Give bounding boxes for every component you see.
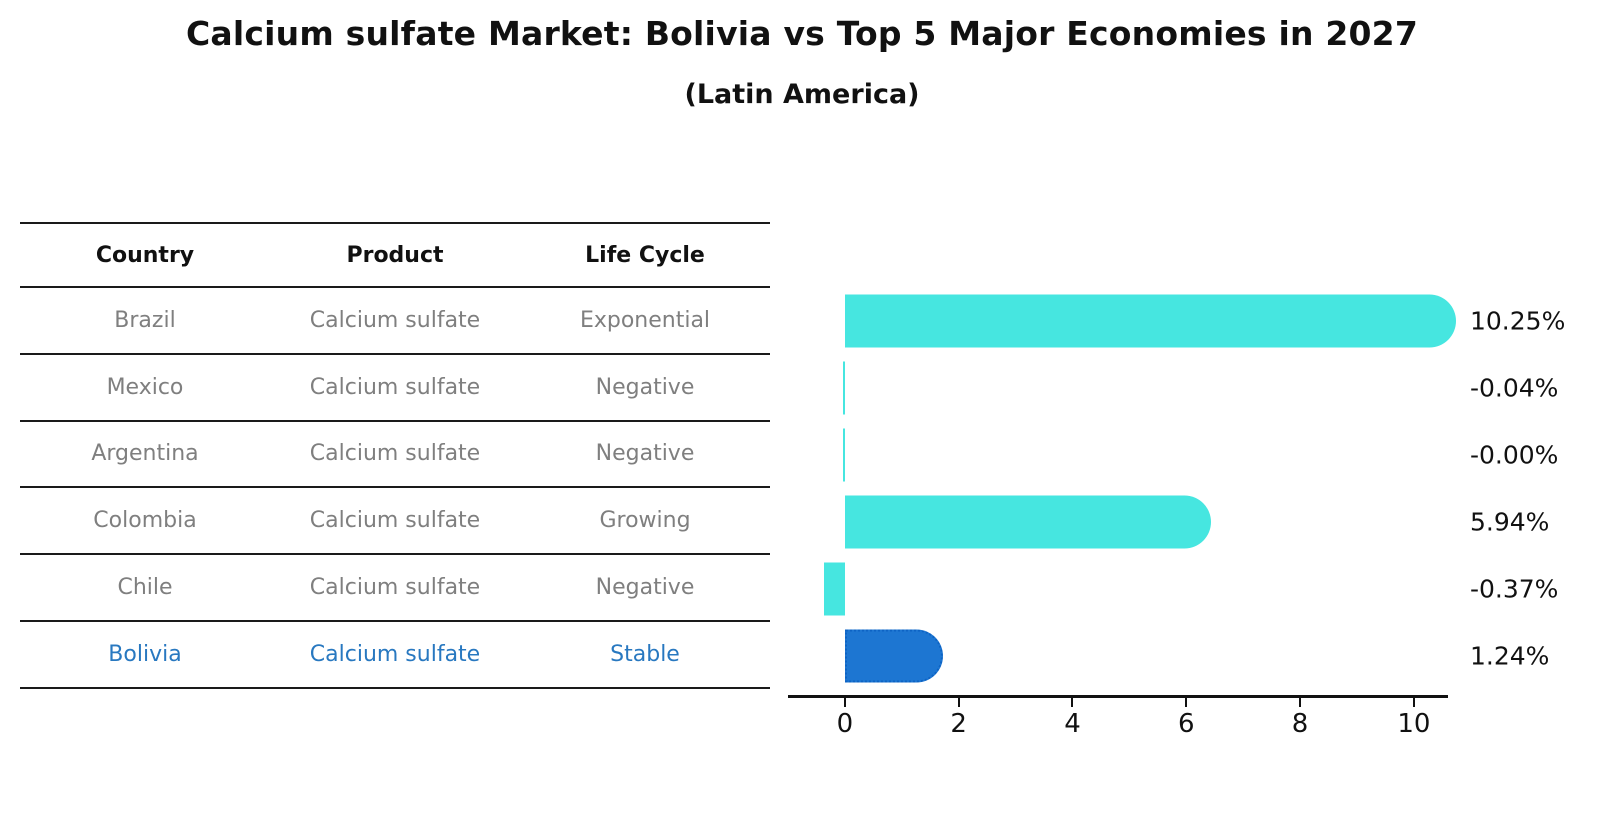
bar-row-chile: -0.37% bbox=[788, 555, 1558, 622]
cell-life_cycle: Negative bbox=[595, 575, 695, 601]
chart-subtitle: (Latin America) bbox=[684, 79, 920, 110]
bar-argentina bbox=[843, 428, 845, 482]
table-body: Brazil Calcium sulfate Exponential Mexico Ca… bbox=[20, 288, 770, 689]
cell-country: Colombia bbox=[93, 508, 197, 534]
bar-row-argentina: -0.00% bbox=[788, 422, 1558, 489]
bar-row-brazil: 10.25% bbox=[788, 288, 1565, 355]
cell-life_cycle: Growing bbox=[599, 508, 691, 534]
x-tick bbox=[843, 698, 846, 707]
table-header-row: Country Product Life Cycle bbox=[20, 222, 770, 288]
cell-product: Calcium sulfate bbox=[309, 508, 481, 534]
bar-mexico bbox=[842, 361, 845, 415]
x-tick-label: 10 bbox=[1397, 709, 1431, 739]
bar-chart: 10.25% -0.04% -0.00% 5.94% -0.37% 1.24% 0 2 4 6 8… bbox=[788, 288, 1565, 739]
country-table: Country Product Life Cycle Brazil Calcium s… bbox=[20, 222, 770, 689]
table-row-colombia: Colombia Calcium sulfate Growing bbox=[20, 488, 770, 556]
x-tick bbox=[1299, 698, 1302, 707]
cell-country: Argentina bbox=[91, 441, 199, 467]
bar-row-colombia: 5.94% bbox=[788, 488, 1549, 555]
cell-country: Chile bbox=[117, 575, 173, 601]
column-header-product: Product bbox=[346, 242, 444, 268]
column-header-life-cycle: Life Cycle bbox=[585, 242, 705, 268]
bar-brazil bbox=[844, 294, 1457, 348]
cell-product: Calcium sulfate bbox=[309, 575, 481, 601]
column-header-country: Country bbox=[95, 242, 195, 268]
x-tick-label: 4 bbox=[1064, 709, 1081, 739]
x-tick-label: 0 bbox=[836, 709, 854, 739]
cell-life_cycle: Stable bbox=[610, 641, 680, 667]
value-label: -0.00% bbox=[1470, 440, 1559, 470]
cell-product: Calcium sulfate bbox=[309, 441, 481, 467]
x-tick-label: 6 bbox=[1177, 709, 1195, 739]
cell-country: Mexico bbox=[106, 374, 184, 400]
x-axis-line bbox=[788, 695, 1448, 698]
cell-product: Calcium sulfate bbox=[309, 641, 481, 667]
x-tick bbox=[1185, 698, 1188, 707]
table-row-chile: Chile Calcium sulfate Negative bbox=[20, 555, 770, 622]
table-row-argentina: Argentina Calcium sulfate Negative bbox=[20, 422, 770, 489]
table-row-brazil: Brazil Calcium sulfate Exponential bbox=[20, 288, 770, 355]
cell-life_cycle: Negative bbox=[595, 374, 695, 400]
chart-title: Calcium sulfate Market: Bolivia vs Top 5… bbox=[185, 14, 1418, 53]
value-label: 1.24% bbox=[1470, 641, 1550, 671]
cell-country: Bolivia bbox=[108, 641, 182, 667]
x-tick bbox=[1412, 698, 1415, 707]
table-row-mexico: Mexico Calcium sulfate Negative bbox=[20, 355, 770, 422]
bar-bolivia bbox=[844, 629, 944, 683]
x-tick-label: 2 bbox=[950, 709, 967, 739]
cell-country: Brazil bbox=[114, 307, 176, 333]
value-label: -0.37% bbox=[1470, 574, 1559, 604]
bar-chile bbox=[823, 562, 845, 616]
cell-product: Calcium sulfate bbox=[309, 307, 481, 333]
bar-rows: 10.25% -0.04% -0.00% 5.94% -0.37% 1.24% bbox=[788, 288, 1565, 689]
cell-life_cycle: Negative bbox=[595, 441, 695, 467]
bar-row-bolivia: 1.24% bbox=[788, 622, 1549, 689]
cell-life_cycle: Exponential bbox=[579, 307, 711, 333]
bar-colombia bbox=[844, 495, 1211, 549]
x-tick bbox=[1071, 698, 1074, 707]
value-label: 10.25% bbox=[1470, 306, 1566, 336]
value-label: 5.94% bbox=[1470, 507, 1550, 537]
x-tick-label: 8 bbox=[1291, 709, 1309, 739]
table-row-bolivia: Bolivia Calcium sulfate Stable bbox=[20, 622, 770, 689]
cell-product: Calcium sulfate bbox=[309, 374, 481, 400]
x-axis-ticks: 0 2 4 6 8 10 bbox=[788, 288, 1448, 748]
x-tick bbox=[957, 698, 960, 707]
bar-row-mexico: -0.04% bbox=[788, 355, 1558, 422]
value-label: -0.04% bbox=[1470, 373, 1559, 403]
